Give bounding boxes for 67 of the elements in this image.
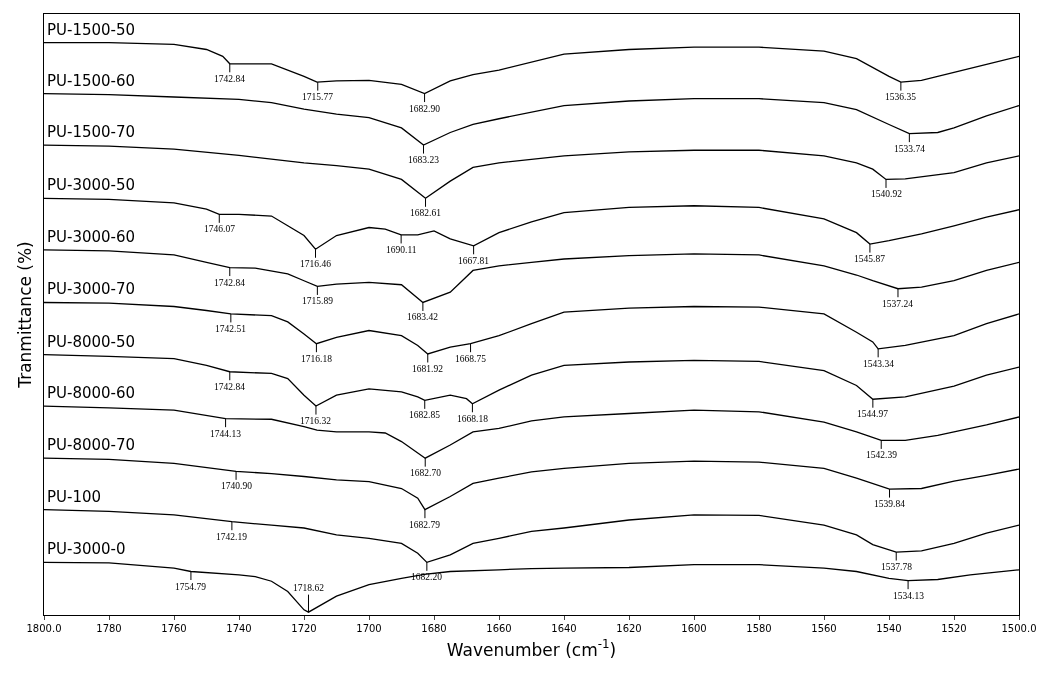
annotation: 1667.81 — [458, 256, 490, 266]
series-label: PU-3000-60 — [47, 228, 136, 246]
x-tick-label: 1560 — [811, 623, 837, 635]
x-tick-label: 1520 — [941, 623, 967, 635]
annotation: 1682.61 — [410, 208, 442, 218]
x-tick-label: 1620 — [616, 623, 642, 635]
annotation: 1682.90 — [409, 104, 441, 114]
series-label: PU-8000-60 — [47, 384, 136, 402]
series-label: PU-100 — [47, 488, 102, 506]
series-label: PU-3000-50 — [47, 176, 136, 194]
annotation: 1683.23 — [408, 155, 440, 165]
series-label: PU-1500-60 — [47, 72, 136, 90]
annotation: 1682.85 — [409, 410, 441, 420]
annotation: 1544.97 — [857, 409, 889, 419]
x-tick-label: 1540 — [876, 623, 902, 635]
x-tick-label: 1600 — [681, 623, 707, 635]
annotation: 1742.84 — [214, 382, 246, 392]
annotation: 1715.89 — [302, 296, 334, 306]
annotation: 1543.34 — [863, 359, 895, 369]
x-tick-label: 1660 — [486, 623, 512, 635]
x-tick-label: 1700 — [356, 623, 382, 635]
annotation: 1540.92 — [871, 189, 903, 199]
annotation: 1537.78 — [881, 562, 913, 572]
annotation: 1754.79 — [175, 582, 207, 592]
series-label: PU-8000-50 — [47, 333, 136, 351]
series-label: PU-1500-70 — [47, 123, 136, 141]
x-tick-label: 1640 — [551, 623, 577, 635]
annotation: 1683.42 — [407, 312, 439, 322]
x-tick-label: 1760 — [161, 623, 187, 635]
x-tick-label: 1740 — [226, 623, 252, 635]
annotation: 1668.75 — [455, 354, 487, 364]
annotation: 1534.13 — [893, 591, 925, 601]
x-tick-label: 1800.0 — [26, 623, 62, 635]
annotation: 1718.62 — [293, 583, 325, 593]
annotation: 1539.84 — [874, 499, 906, 509]
x-axis-title: Wavenumber (cm$^{-1}$) — [446, 637, 617, 660]
annotation: 1715.77 — [302, 92, 334, 102]
annotation: 1740.90 — [221, 481, 253, 491]
annotation: 1537.24 — [882, 299, 914, 309]
annotation: 1682.70 — [410, 468, 442, 478]
annotation: 1542.39 — [866, 450, 898, 460]
annotation: 1690.11 — [386, 245, 417, 255]
annotation: 1744.13 — [210, 429, 242, 439]
series-label: PU-1500-50 — [47, 21, 136, 39]
annotation: 1545.87 — [854, 254, 886, 264]
series-label: PU-3000-70 — [47, 280, 136, 298]
x-tick-label: 1500.0 — [1001, 623, 1037, 635]
annotation: 1746.07 — [204, 224, 236, 234]
x-tick-label: 1680 — [421, 623, 447, 635]
series-label: PU-3000-0 — [47, 540, 126, 558]
annotation: 1742.51 — [215, 324, 247, 334]
y-axis-title: Tranmittance (%) — [15, 241, 36, 389]
annotation: 1716.32 — [300, 416, 332, 426]
annotation: 1716.46 — [300, 259, 332, 269]
annotation: 1536.35 — [885, 92, 917, 102]
annotation: 1533.74 — [894, 144, 926, 154]
annotation: 1742.84 — [214, 278, 246, 288]
x-tick-label: 1720 — [291, 623, 317, 635]
annotation: 1681.92 — [412, 364, 444, 374]
annotation: 1716.18 — [301, 354, 333, 364]
x-tick-label: 1780 — [96, 623, 122, 635]
series-label: PU-8000-70 — [47, 436, 136, 454]
x-tick-label: 1580 — [746, 623, 772, 635]
annotation: 1742.19 — [216, 532, 248, 542]
annotation: 1682.79 — [409, 520, 441, 530]
annotation: 1668.18 — [457, 414, 489, 424]
annotation: 1742.84 — [214, 74, 246, 84]
